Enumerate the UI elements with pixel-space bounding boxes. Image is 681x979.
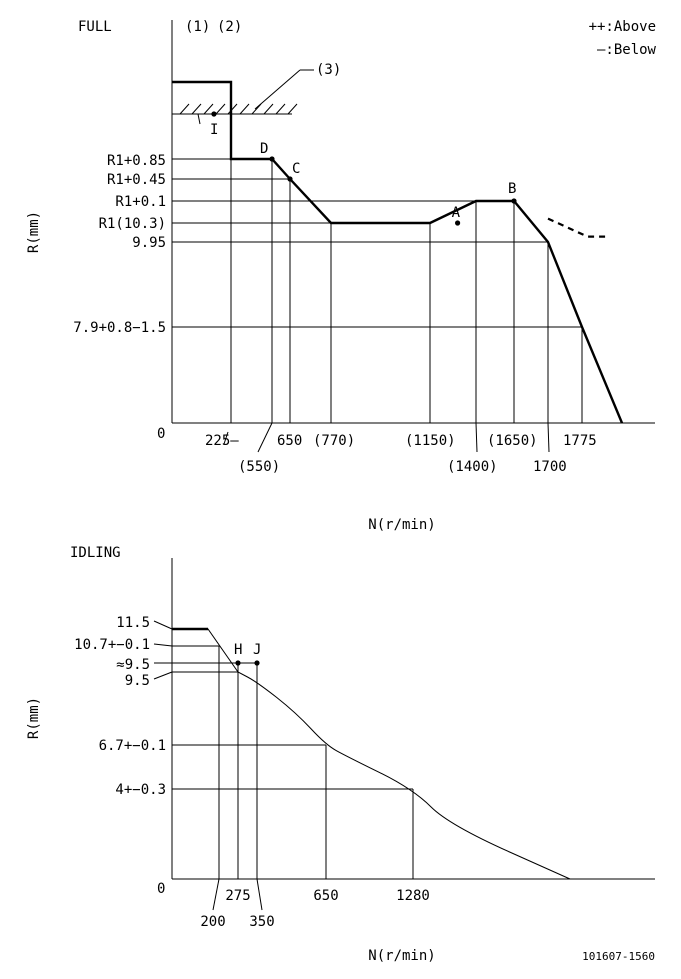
idle-y-axis-label: R(mm) — [26, 697, 42, 739]
full-point-label-B: B — [508, 181, 516, 197]
full-point-I-leader — [197, 113, 201, 125]
full-ytick-label-r1: R1(10.3) — [99, 216, 166, 232]
full-xtick-label-650: 650 — [277, 433, 302, 449]
idle-point-H — [235, 660, 241, 666]
idle-ytick-label-95: 9.5 — [125, 673, 150, 689]
idle-gridline-107-lead — [153, 643, 173, 647]
full-ytick-label-r1-01: R1+0.1 — [115, 194, 166, 210]
chart-marks-layer: I D C A B H J — [153, 20, 655, 911]
idle-x-axis-label: N(r/min) — [368, 948, 435, 964]
full-hatch-leader — [254, 69, 301, 110]
full-leader-1700 — [547, 422, 550, 453]
idle-leader-200 — [212, 878, 220, 911]
idle-xtick-label-200: 200 — [200, 914, 225, 930]
idle-ytick-label-107: 10.7+−0.1 — [74, 637, 150, 653]
idle-leader-350 — [256, 878, 263, 911]
full-hatch-tick — [179, 103, 190, 115]
legend-above: ++:Above — [589, 19, 656, 35]
full-ytick-label-r1-045: R1+0.45 — [107, 172, 166, 188]
idle-point-label-H: H — [234, 642, 242, 658]
idle-xtick-label-275: 275 — [225, 888, 250, 904]
full-point-C — [287, 176, 293, 182]
idle-xtick-label-350: 350 — [249, 914, 274, 930]
full-point-D — [269, 156, 275, 162]
idle-xtick-label-650: 650 — [313, 888, 338, 904]
idle-point-label-J: J — [253, 642, 261, 658]
idle-series-curve — [172, 628, 571, 880]
full-xtick-label-1400: (1400) — [447, 459, 498, 475]
full-hatch-tick — [263, 103, 274, 115]
idle-ytick-label-115: 11.5 — [116, 615, 150, 631]
idle-origin-label: 0 — [157, 881, 165, 897]
idle-xtick-label-1280: 1280 — [396, 888, 430, 904]
full-chart-title: FULL — [78, 19, 112, 35]
full-hatch-tick — [215, 103, 226, 115]
full-xtick-label-770: (770) — [313, 433, 355, 449]
full-hatch-tick — [275, 103, 286, 115]
full-point-label-A: A — [452, 205, 461, 221]
idle-point-J — [254, 660, 260, 666]
drawing-number: 101607-1560 — [582, 950, 655, 963]
full-xtick-label-1700: 1700 — [533, 459, 567, 475]
full-x-axis-label: N(r/min) — [368, 517, 435, 533]
full-ytick-label-995: 9.95 — [132, 235, 166, 251]
full-leader-1400 — [475, 422, 478, 453]
idle-ytick-label-approx95: ≈9.5 — [116, 657, 150, 673]
full-top-label-2: (2) — [217, 19, 242, 35]
full-point-label-I: I — [210, 122, 218, 138]
full-point-label-D: D — [260, 141, 268, 157]
full-hatch-tick — [227, 103, 238, 115]
full-point-label-C: C — [292, 161, 300, 177]
full-ytick-label-79: 7.9+0.8−1.5 — [73, 320, 166, 336]
full-hatch-tick — [239, 103, 250, 115]
full-xtick-label-550: (550) — [238, 459, 280, 475]
idle-chart-title: IDLING — [70, 545, 121, 561]
full-hatch-tick — [287, 103, 298, 115]
full-leader-225 — [223, 431, 229, 445]
full-leader-550 — [257, 422, 273, 453]
full-point-B — [511, 198, 517, 204]
idle-leader-115 — [153, 620, 173, 630]
full-hatch-label: (3) — [316, 62, 341, 78]
full-point-I — [211, 111, 217, 117]
full-series-curve — [172, 80, 624, 424]
full-hatch-tick — [203, 103, 214, 115]
idle-leader-95 — [153, 671, 173, 680]
full-xtick-label-1150: (1150) — [405, 433, 456, 449]
idle-ytick-label-67: 6.7+−0.1 — [99, 738, 166, 754]
full-point-A — [455, 220, 461, 226]
full-y-axis-label: R(mm) — [26, 211, 42, 253]
full-ytick-label-r1-085: R1+0.85 — [107, 153, 166, 169]
full-hatch-tick — [191, 103, 202, 115]
legend-below: —:Below — [597, 42, 657, 58]
full-origin-label: 0 — [157, 426, 165, 442]
full-xtick-label-1650: (1650) — [487, 433, 538, 449]
full-top-label-1: (1) — [185, 19, 210, 35]
idle-ytick-label-4: 4+−0.3 — [115, 782, 166, 798]
full-xtick-label-225: 225— — [205, 433, 239, 449]
full-series-above-dashed — [547, 217, 609, 238]
full-xtick-label-1775: 1775 — [563, 433, 597, 449]
